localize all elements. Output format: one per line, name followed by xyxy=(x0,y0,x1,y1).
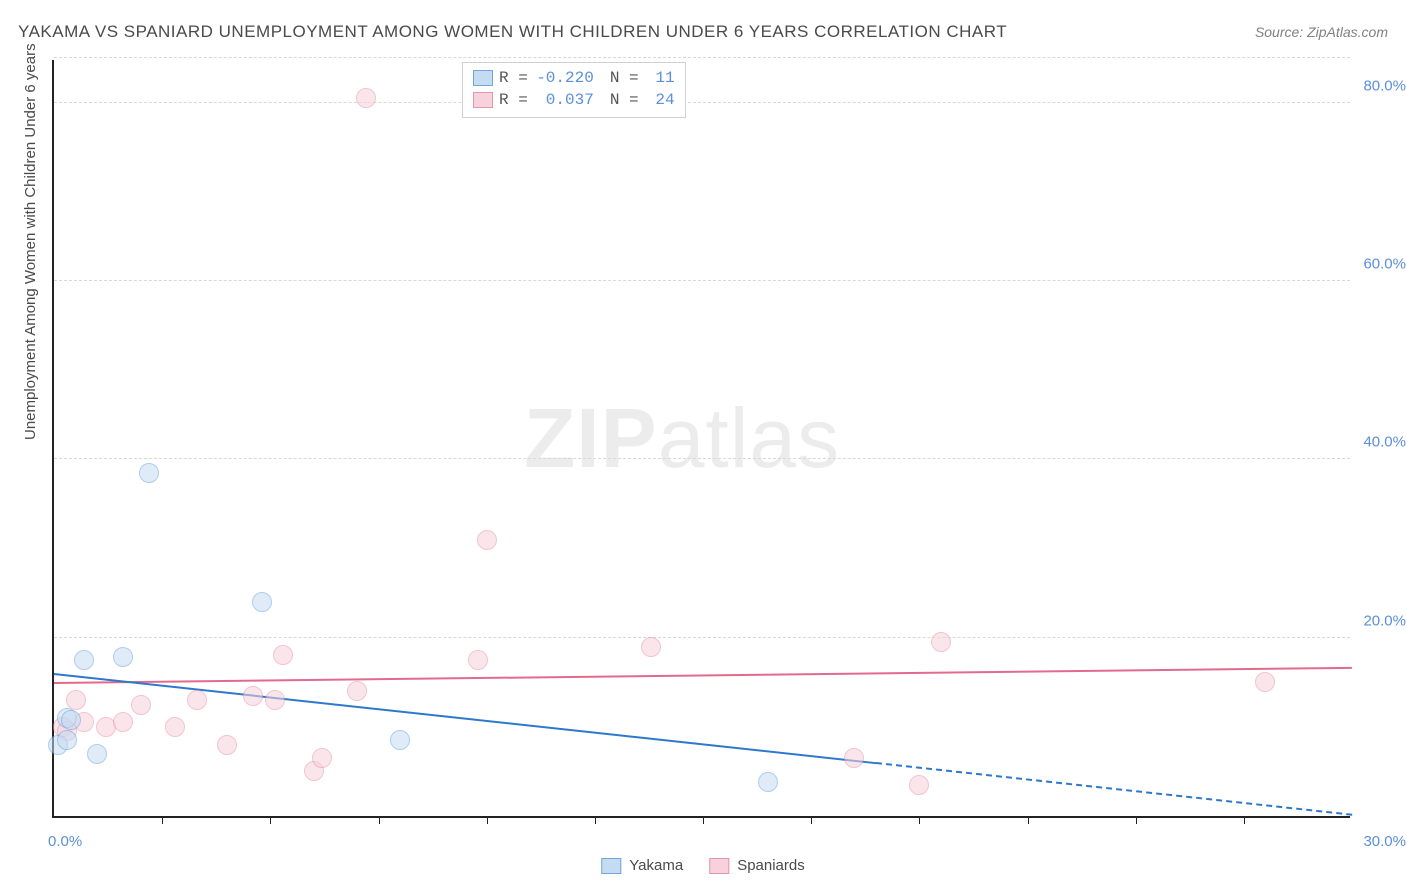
legend-swatch-b xyxy=(709,858,729,874)
data-point xyxy=(165,717,185,737)
data-point xyxy=(74,650,94,670)
x-tick xyxy=(811,816,812,824)
bottom-legend: Yakama Spaniards xyxy=(601,857,804,874)
data-point xyxy=(113,647,133,667)
stats-legend: R =-0.220N =11R =0.037N =24 xyxy=(462,62,686,118)
data-point xyxy=(909,775,929,795)
x-tick xyxy=(1136,816,1137,824)
legend-label-b: Spaniards xyxy=(737,857,805,874)
data-point xyxy=(87,744,107,764)
x-tick xyxy=(270,816,271,824)
gridline xyxy=(54,637,1350,638)
data-point xyxy=(252,592,272,612)
data-point xyxy=(758,772,778,792)
stats-row: R =0.037N =24 xyxy=(473,89,675,111)
legend-item-spaniards: Spaniards xyxy=(709,857,805,874)
source-attribution: Source: ZipAtlas.com xyxy=(1255,24,1388,40)
y-tick-label: 60.0% xyxy=(1363,255,1406,272)
data-point xyxy=(243,686,263,706)
x-tick xyxy=(379,816,380,824)
gridline xyxy=(54,458,1350,459)
stats-swatch xyxy=(473,70,493,86)
data-point xyxy=(273,645,293,665)
trend-line xyxy=(54,667,1352,684)
y-tick-label: 20.0% xyxy=(1363,612,1406,629)
data-point xyxy=(468,650,488,670)
data-point xyxy=(217,735,237,755)
stats-row: R =-0.220N =11 xyxy=(473,67,675,89)
data-point xyxy=(312,748,332,768)
y-axis-label: Unemployment Among Women with Children U… xyxy=(22,43,39,440)
data-point xyxy=(139,463,159,483)
gridline xyxy=(54,57,1350,58)
data-point xyxy=(1255,672,1275,692)
y-tick-label: 80.0% xyxy=(1363,77,1406,94)
x-tick-label-right: 30.0% xyxy=(1363,833,1406,850)
data-point xyxy=(113,712,133,732)
x-tick xyxy=(487,816,488,824)
x-tick xyxy=(595,816,596,824)
data-point xyxy=(641,637,661,657)
x-tick xyxy=(919,816,920,824)
data-point xyxy=(931,632,951,652)
x-tick xyxy=(1244,816,1245,824)
data-point xyxy=(347,681,367,701)
trend-line xyxy=(876,762,1352,816)
legend-swatch-a xyxy=(601,858,621,874)
data-point xyxy=(57,730,77,750)
scatter-plot-area: ZIPatlas 20.0%40.0%60.0%80.0%0.0%30.0%R … xyxy=(52,60,1350,818)
x-tick xyxy=(1028,816,1029,824)
data-point xyxy=(131,695,151,715)
chart-title: YAKAMA VS SPANIARD UNEMPLOYMENT AMONG WO… xyxy=(18,22,1007,42)
gridline xyxy=(54,280,1350,281)
data-point xyxy=(390,730,410,750)
data-point xyxy=(265,690,285,710)
stats-swatch xyxy=(473,92,493,108)
x-tick xyxy=(703,816,704,824)
data-point xyxy=(477,530,497,550)
watermark: ZIPatlas xyxy=(524,390,840,487)
legend-label-a: Yakama xyxy=(629,857,683,874)
gridline xyxy=(54,102,1350,103)
data-point xyxy=(356,88,376,108)
x-tick xyxy=(162,816,163,824)
x-tick-label-left: 0.0% xyxy=(48,833,82,850)
data-point xyxy=(61,710,81,730)
y-tick-label: 40.0% xyxy=(1363,434,1406,451)
data-point xyxy=(187,690,207,710)
data-point xyxy=(844,748,864,768)
legend-item-yakama: Yakama xyxy=(601,857,683,874)
